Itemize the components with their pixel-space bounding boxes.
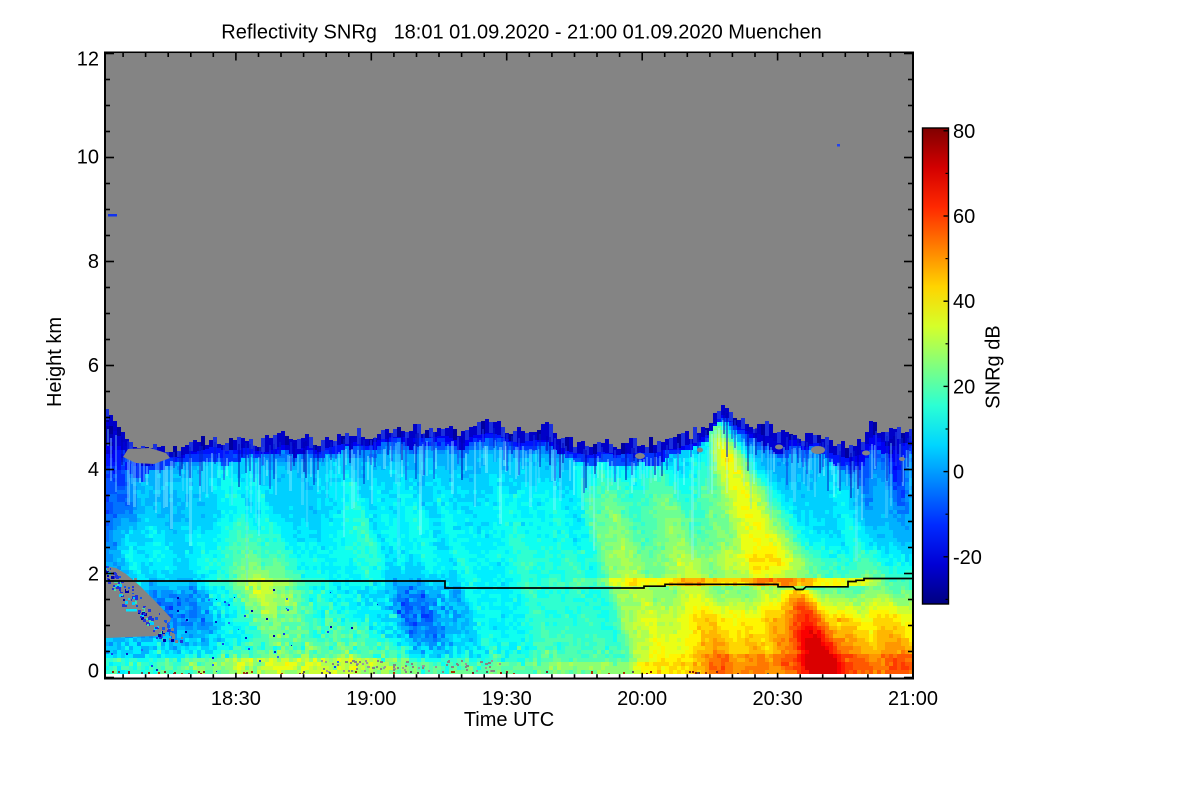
svg-text:Time UTC: Time UTC: [464, 709, 554, 731]
svg-text:40: 40: [953, 291, 975, 313]
svg-text:20: 20: [953, 376, 975, 398]
svg-text:10: 10: [77, 147, 99, 169]
svg-text:Height km: Height km: [44, 317, 66, 407]
svg-text:20:30: 20:30: [753, 688, 803, 710]
svg-text:SNRg dB: SNRg dB: [983, 325, 1005, 408]
svg-text:19:00: 19:00: [346, 688, 396, 710]
svg-text:12: 12: [77, 49, 99, 71]
svg-text:80: 80: [953, 121, 975, 143]
svg-text:6: 6: [88, 355, 99, 377]
svg-text:8: 8: [88, 251, 99, 273]
svg-text:4: 4: [88, 459, 99, 481]
svg-text:19:30: 19:30: [482, 688, 532, 710]
svg-text:0: 0: [88, 661, 99, 683]
svg-text:21:00: 21:00: [888, 688, 938, 710]
svg-text:-20: -20: [953, 547, 982, 569]
svg-text:20:00: 20:00: [617, 688, 667, 710]
svg-text:2: 2: [88, 563, 99, 585]
svg-text:60: 60: [953, 206, 975, 228]
svg-text:Reflectivity SNRg 18:01 01.0: Reflectivity SNRg 18:01 01.09.2020 - 21:…: [221, 21, 821, 43]
svg-text:0: 0: [953, 462, 964, 484]
svg-text:18:30: 18:30: [211, 688, 261, 710]
